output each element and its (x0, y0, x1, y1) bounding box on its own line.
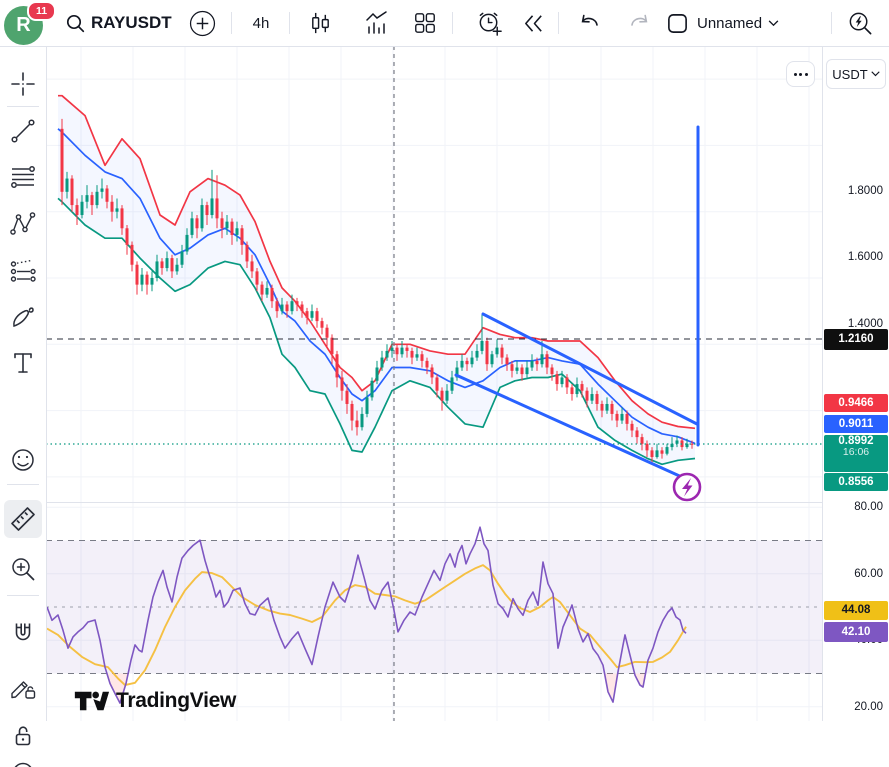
drawing-mode-lock-button[interactable] (4, 668, 42, 706)
emoji-smiley-icon (8, 444, 38, 474)
tradingview-watermark: TradingView (73, 688, 236, 714)
chevron-down-icon (768, 20, 779, 27)
measure-tool-button[interactable] (4, 500, 42, 538)
price-tick-label: 1.6000 (848, 249, 883, 265)
bb-basis-badge: 0.9011 (824, 415, 888, 433)
redo-button[interactable] (622, 5, 656, 41)
flash-search-icon (847, 10, 874, 37)
chevron-down-icon (871, 71, 880, 77)
price-tick-label: 1.8000 (848, 183, 883, 199)
undo-button[interactable] (573, 5, 607, 41)
fib-retracement-tool-button[interactable] (4, 158, 42, 196)
toolbar-separator (231, 12, 232, 34)
chart-svg (0, 0, 889, 721)
rsi-tick-label: 20.00 (854, 699, 883, 715)
bar-countdown: 16:06 (824, 446, 888, 458)
brush-tool-button[interactable] (4, 297, 42, 335)
symbol-name: RAYUSDT (91, 13, 172, 33)
currency-label: USDT (832, 67, 867, 82)
crosshair-icon (8, 69, 38, 99)
quick-search-button[interactable] (843, 5, 877, 41)
layout-manager-button[interactable]: Unnamed (666, 5, 812, 41)
indicators-button[interactable] (360, 5, 394, 41)
last-price-badge: 0.8992 16:06 (824, 435, 888, 472)
forecast-lines-icon (8, 255, 38, 285)
drawing-toolbar (0, 46, 47, 721)
rsi-ma-badge: 44.08 (824, 601, 888, 620)
text-icon (8, 348, 38, 378)
bar-replay-button[interactable] (516, 5, 550, 41)
toolbar-separator (558, 12, 559, 34)
watermark-text: TradingView (116, 689, 236, 713)
hide-drawings-button[interactable] (4, 758, 42, 767)
chart-style-button[interactable] (303, 5, 337, 41)
dot-icon (794, 73, 797, 76)
toolbar-separator (452, 12, 453, 34)
tradingview-logo-icon (73, 688, 110, 714)
plus-circle-icon (189, 10, 216, 37)
brush-icon (8, 301, 38, 331)
replay-rewind-icon (521, 11, 546, 36)
partial-tool-icon (8, 758, 38, 767)
notification-badge: 11 (27, 1, 56, 21)
indicators-icon (364, 10, 390, 36)
rsi-tick-label: 80.00 (854, 499, 883, 515)
create-alert-button[interactable] (472, 5, 506, 41)
price-axis[interactable]: 1.8000 1.6000 1.4000 1.2160 0.9466 0.901… (822, 46, 889, 721)
pencil-lock-icon (8, 672, 38, 702)
trend-line-tool-button[interactable] (4, 112, 42, 150)
toolbar-separator (7, 106, 39, 107)
bb-lower-badge: 0.8556 (824, 473, 888, 491)
zoom-in-tool-button[interactable] (4, 550, 42, 588)
layout-square-icon (666, 12, 689, 35)
dot-icon (805, 73, 808, 76)
chart-canvas[interactable] (0, 0, 889, 721)
currency-toggle-button[interactable]: USDT (826, 59, 886, 89)
rsi-value-badge: 42.10 (824, 622, 888, 642)
pattern-tool-button[interactable] (4, 205, 42, 243)
hline-price-badge: 1.2160 (824, 329, 888, 350)
alert-clock-icon (476, 10, 503, 37)
zoom-in-icon (8, 554, 38, 584)
rsi-tick-label: 60.00 (854, 566, 883, 582)
xabcd-pattern-icon (8, 209, 38, 239)
grid-layout-icon (413, 11, 437, 35)
lock-icon (8, 721, 38, 751)
add-symbol-button[interactable] (186, 5, 218, 41)
projection-tool-button[interactable] (4, 251, 42, 289)
text-tool-button[interactable] (4, 344, 42, 382)
interval-label: 4h (253, 15, 270, 32)
candlestick-chart-icon (308, 11, 333, 36)
toolbar-separator (289, 12, 290, 34)
crosshair-tool-button[interactable] (4, 65, 42, 103)
search-icon (66, 14, 85, 33)
bb-upper-badge: 0.9466 (824, 394, 888, 412)
redo-arrow-icon (626, 10, 652, 36)
magnet-mode-button[interactable] (4, 615, 42, 653)
lock-all-drawings-button[interactable] (4, 717, 42, 755)
dot-icon (799, 73, 802, 76)
fib-lines-icon (8, 162, 38, 192)
interval-button[interactable]: 4h (244, 5, 278, 41)
magnet-icon (8, 619, 38, 649)
trend-line-icon (8, 116, 38, 146)
emoji-tool-button[interactable] (4, 440, 42, 478)
more-options-button[interactable] (786, 61, 815, 87)
toolbar-separator (831, 12, 832, 34)
ruler-icon (8, 504, 38, 534)
layout-grid-button[interactable] (408, 5, 442, 41)
layout-name-label: Unnamed (697, 15, 762, 32)
undo-arrow-icon (577, 10, 603, 36)
toolbar-separator (7, 484, 39, 485)
top-toolbar: 11 R RAYUSDT 4h (0, 0, 889, 47)
toolbar-separator (7, 595, 39, 596)
